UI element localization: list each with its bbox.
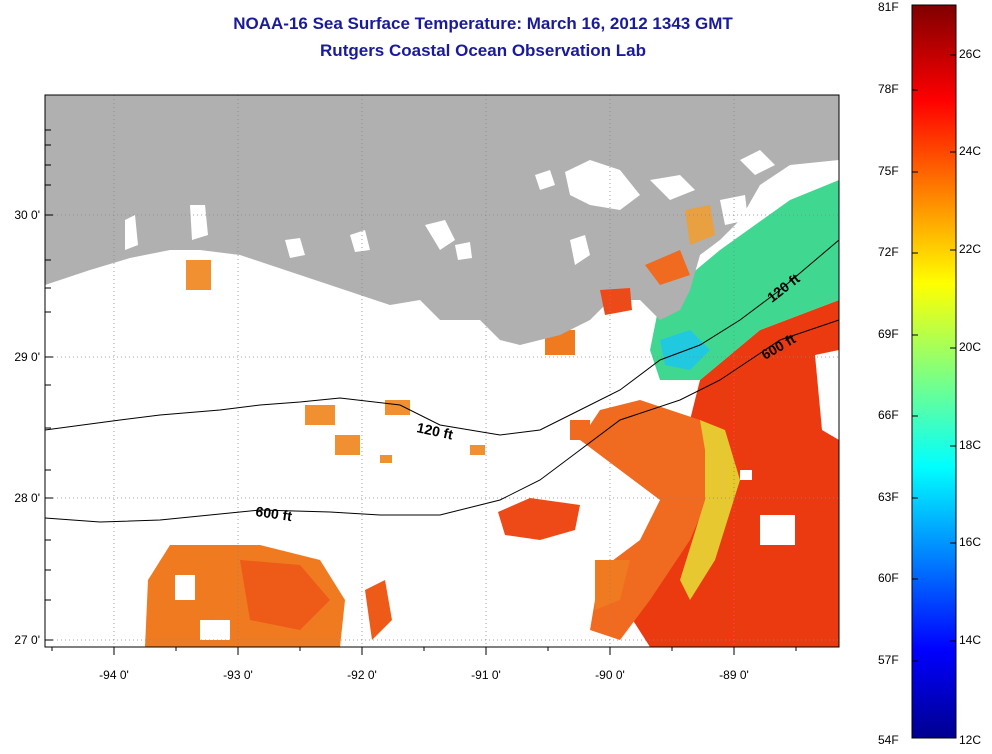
colorbar xyxy=(911,4,957,739)
lat-label: 27 0' xyxy=(14,633,40,647)
colorbar-f-label: 75F xyxy=(878,164,899,178)
contour-label-600ft: 600 ft xyxy=(255,503,294,524)
map-title: NOAA-16 Sea Surface Temperature: March 1… xyxy=(233,14,733,33)
colorbar-c-label: 20C xyxy=(959,340,982,354)
colorbar-c-label: 16C xyxy=(959,535,982,549)
lon-label: -89 0' xyxy=(719,668,749,682)
colorbar-f-label: 81F xyxy=(878,0,899,14)
colorbar-f-label: 69F xyxy=(878,327,899,341)
contour-120ft xyxy=(45,239,839,436)
colorbar-c-label: 26C xyxy=(959,47,982,61)
sst-field xyxy=(45,95,839,647)
colorbar-c-label: 12C xyxy=(959,733,982,747)
colorbar-c-label: 18C xyxy=(959,438,982,452)
lat-label: 30 0' xyxy=(14,208,40,222)
lon-label: -92 0' xyxy=(347,668,377,682)
lat-label: 29 0' xyxy=(14,350,40,364)
colorbar-f-label: 54F xyxy=(878,733,899,747)
warm-water-central xyxy=(498,498,580,540)
lon-label: -93 0' xyxy=(223,668,253,682)
lat-label: 28 0' xyxy=(14,491,40,505)
colorbar-f-label: 66F xyxy=(878,408,899,422)
lon-label: -91 0' xyxy=(471,668,501,682)
nearshore-cyan xyxy=(660,330,710,370)
colorbar-c-label: 14C xyxy=(959,633,982,647)
lon-label: -90 0' xyxy=(595,668,625,682)
grid-lines xyxy=(45,95,839,647)
contour-label-120ft: 120 ft xyxy=(415,419,454,442)
colorbar-f-label: 63F xyxy=(878,490,899,504)
mixing-strip xyxy=(680,420,740,600)
map-subtitle: Rutgers Coastal Ocean Observation Lab xyxy=(320,41,646,60)
colorbar-f-label: 72F xyxy=(878,245,899,259)
nearshore-green xyxy=(650,180,839,380)
colorbar-c-label: 22C xyxy=(959,242,982,256)
map-frame xyxy=(44,94,840,648)
contour-600ft xyxy=(45,319,839,523)
colorbar-f-label: 78F xyxy=(878,82,899,96)
colorbar-c-label: 24C xyxy=(959,144,982,158)
colorbar-f-label: 60F xyxy=(878,571,899,585)
colorbar-f-label: 57F xyxy=(878,653,899,667)
lon-label: -94 0' xyxy=(99,668,129,682)
land-louisiana xyxy=(45,95,839,345)
